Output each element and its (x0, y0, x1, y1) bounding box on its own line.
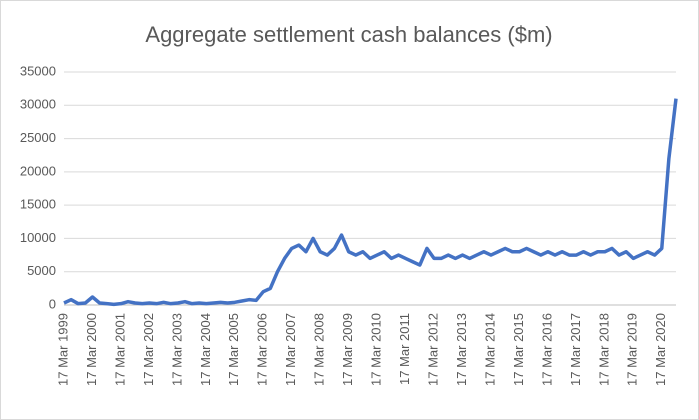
x-tick-label: 17 Mar 2020 (653, 313, 668, 386)
chart-title: Aggregate settlement cash balances ($m) (145, 22, 552, 47)
x-tick-label: 17 Mar 2008 (312, 313, 327, 386)
y-tick-label: 10000 (20, 230, 56, 245)
x-tick-label: 17 Mar 2014 (482, 313, 497, 386)
x-tick-label: 17 Mar 2013 (454, 313, 469, 386)
x-tick-label: 17 Mar 2000 (84, 313, 99, 386)
x-tick-label: 17 Mar 2002 (141, 313, 156, 386)
x-tick-label: 17 Mar 2003 (169, 313, 184, 386)
x-tick-label: 17 Mar 2019 (625, 313, 640, 386)
x-tick-label: 17 Mar 2007 (283, 313, 298, 386)
y-tick-label: 25000 (20, 130, 56, 145)
y-tick-label: 35000 (20, 63, 56, 78)
x-tick-label: 17 Mar 2016 (539, 313, 554, 386)
x-tick-label: 17 Mar 2010 (369, 313, 384, 386)
x-tick-label: 17 Mar 2018 (596, 313, 611, 386)
x-tick-label: 17 Mar 2011 (397, 313, 412, 385)
y-tick-label: 20000 (20, 163, 56, 178)
x-tick-label: 17 Mar 1999 (55, 313, 70, 386)
data-line (63, 98, 678, 307)
y-tick-label: 30000 (20, 97, 56, 112)
x-tick-label: 17 Mar 2006 (255, 313, 270, 386)
x-tick-label: 17 Mar 2004 (198, 313, 213, 386)
x-tick-label: 17 Mar 2015 (511, 313, 526, 386)
x-tick-label: 17 Mar 2012 (425, 313, 440, 386)
x-tick-label: 17 Mar 2009 (340, 313, 355, 386)
y-tick-label: 5000 (27, 263, 56, 278)
y-tick-label: 0 (49, 296, 56, 311)
x-tick-label: 17 Mar 2001 (112, 313, 127, 386)
x-tick-label: 17 Mar 2017 (568, 313, 583, 386)
x-tick-label: 17 Mar 2005 (226, 313, 241, 386)
y-tick-label: 15000 (20, 197, 56, 212)
